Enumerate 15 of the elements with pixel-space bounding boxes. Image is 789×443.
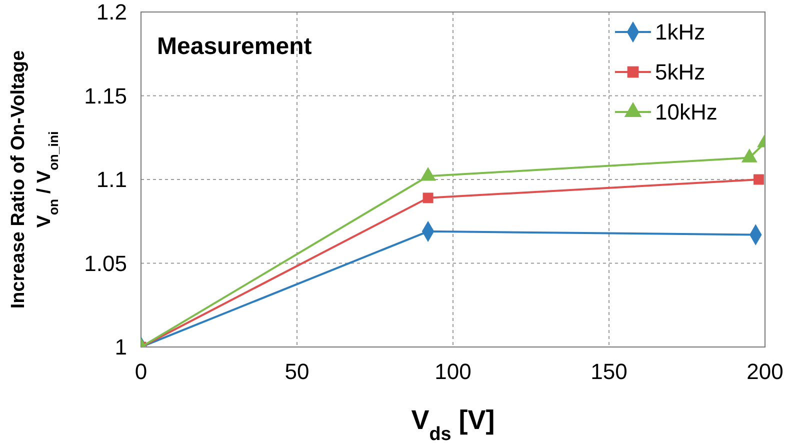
- legend-label: 1kHz: [655, 20, 706, 45]
- y-tick-label: 1.15: [84, 83, 127, 108]
- x-axis-title: V$_{ds}$ [V]: [411, 405, 495, 443]
- y-tick-label: 1: [114, 334, 127, 360]
- legend-label: 5kHz: [655, 60, 706, 85]
- legend-label: 10kHz: [655, 100, 718, 125]
- y-tick-label: 1.1: [96, 167, 127, 192]
- annotation: Measurement: [157, 33, 312, 60]
- x-tick-label: 150: [590, 359, 628, 384]
- y-tick-label: 1.2: [96, 0, 127, 25]
- y-tick-label: 1.05: [84, 250, 127, 276]
- x-tick-label: 0: [134, 359, 148, 384]
- x-tick-label: 200: [746, 359, 784, 384]
- x-tick-label: 100: [434, 359, 472, 384]
- x-tick-label: 50: [284, 359, 310, 384]
